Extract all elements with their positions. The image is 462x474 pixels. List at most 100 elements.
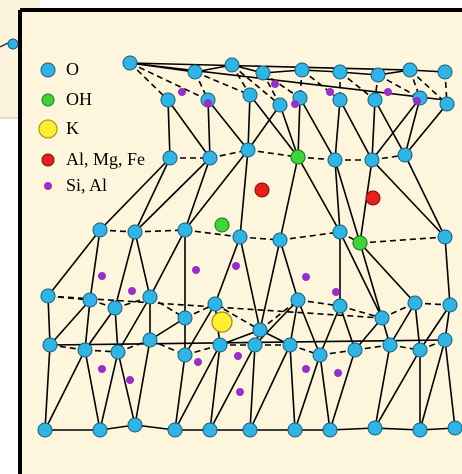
oxygen-atom	[142, 289, 158, 305]
bond	[279, 156, 299, 241]
oxygen-atom	[370, 67, 386, 83]
oxygen-atom	[252, 322, 268, 338]
bond	[359, 159, 373, 244]
bond	[249, 344, 256, 431]
bond	[84, 299, 91, 351]
oxygen-atom	[367, 420, 383, 436]
tetrahedral-cation	[194, 358, 202, 366]
bond	[339, 99, 373, 161]
tetrahedral-cation	[384, 88, 392, 96]
oxygen-atom	[177, 347, 193, 363]
tetrahedral-cation	[232, 262, 240, 270]
tetrahedral-cation	[236, 388, 244, 396]
oxygen-atom	[247, 337, 263, 353]
bond	[174, 354, 186, 431]
bond	[184, 157, 211, 231]
legend-swatch	[38, 119, 58, 139]
tetrahedral-cation	[291, 100, 299, 108]
oxygen-atom	[412, 342, 428, 358]
oxygen-atom	[367, 92, 383, 108]
oxygen-atom	[364, 152, 380, 168]
bond	[174, 344, 221, 431]
oxygen-atom	[439, 96, 455, 112]
bond	[114, 231, 136, 309]
bond	[359, 242, 416, 304]
dashed-bond	[359, 236, 446, 244]
oxygen-atom	[442, 297, 458, 313]
bond	[47, 295, 51, 346]
oxygen-atom	[412, 422, 428, 438]
oxygen-atom	[142, 332, 158, 348]
bond	[134, 339, 151, 426]
oxygen-atom	[107, 300, 123, 316]
bond	[334, 159, 361, 244]
bond	[279, 104, 299, 158]
dashed-bond	[214, 303, 261, 331]
oxygen-atom	[42, 337, 58, 353]
oxygen-atom	[177, 222, 193, 238]
oxygen-atom	[110, 344, 126, 360]
bond	[117, 351, 136, 426]
dashed-bond	[231, 64, 281, 106]
oxygen-atom	[332, 298, 348, 314]
bond	[84, 307, 116, 351]
legend-label: O	[66, 59, 79, 79]
bond	[117, 296, 151, 353]
oxygen-atom	[212, 337, 228, 353]
bond	[334, 159, 341, 233]
bond	[184, 303, 216, 356]
octahedral-cation	[365, 190, 381, 206]
bond	[319, 354, 331, 431]
oxygen-atom	[287, 422, 303, 438]
bond	[209, 344, 256, 431]
oxygen-atom	[167, 422, 183, 438]
bond	[239, 149, 249, 238]
fragment-atom	[7, 38, 19, 50]
tetrahedral-cation	[413, 97, 421, 105]
dashed-bond	[339, 305, 383, 319]
bond	[214, 236, 241, 305]
bond	[319, 305, 341, 356]
oxygen-atom	[255, 65, 271, 81]
dashed-bond	[247, 149, 299, 158]
legend-swatch	[41, 93, 55, 107]
dashed-bond	[129, 62, 169, 101]
tetrahedral-cation	[234, 352, 242, 360]
oxygen-atom	[37, 422, 53, 438]
tetrahedral-cation	[128, 287, 136, 295]
bond	[444, 339, 456, 429]
oxygen-atom	[272, 97, 288, 113]
atoms	[37, 55, 462, 438]
bond	[389, 302, 416, 346]
oxygen-atom	[347, 342, 363, 358]
oxygen-atom	[294, 62, 310, 78]
bond	[259, 239, 281, 331]
oxygen-atom	[232, 229, 248, 245]
bond	[329, 427, 376, 431]
bond	[299, 97, 336, 161]
tetrahedral-cation	[271, 80, 279, 88]
oxygen-atom	[162, 150, 178, 166]
bond	[84, 349, 101, 431]
bond	[167, 99, 171, 159]
dashed-bond	[47, 295, 383, 319]
bond	[129, 62, 446, 101]
oxygen-atom	[92, 422, 108, 438]
bond	[99, 157, 171, 231]
dashed-bond	[339, 71, 376, 101]
potassium-atom	[211, 311, 233, 333]
tetrahedral-cation	[192, 266, 200, 274]
oxygen-atom	[407, 295, 423, 311]
bond	[247, 104, 281, 151]
oxygen-atom	[242, 422, 258, 438]
bond	[339, 231, 383, 319]
legend-swatch	[44, 182, 52, 190]
tetrahedral-cation	[178, 88, 186, 96]
bond	[134, 157, 211, 233]
tetrahedral-cation	[204, 99, 212, 107]
oxygen-atom	[160, 92, 176, 108]
oxygen-atom	[82, 292, 98, 308]
oxygen-atom	[177, 310, 193, 326]
oxygen-atom	[437, 332, 453, 348]
bond	[419, 304, 451, 351]
